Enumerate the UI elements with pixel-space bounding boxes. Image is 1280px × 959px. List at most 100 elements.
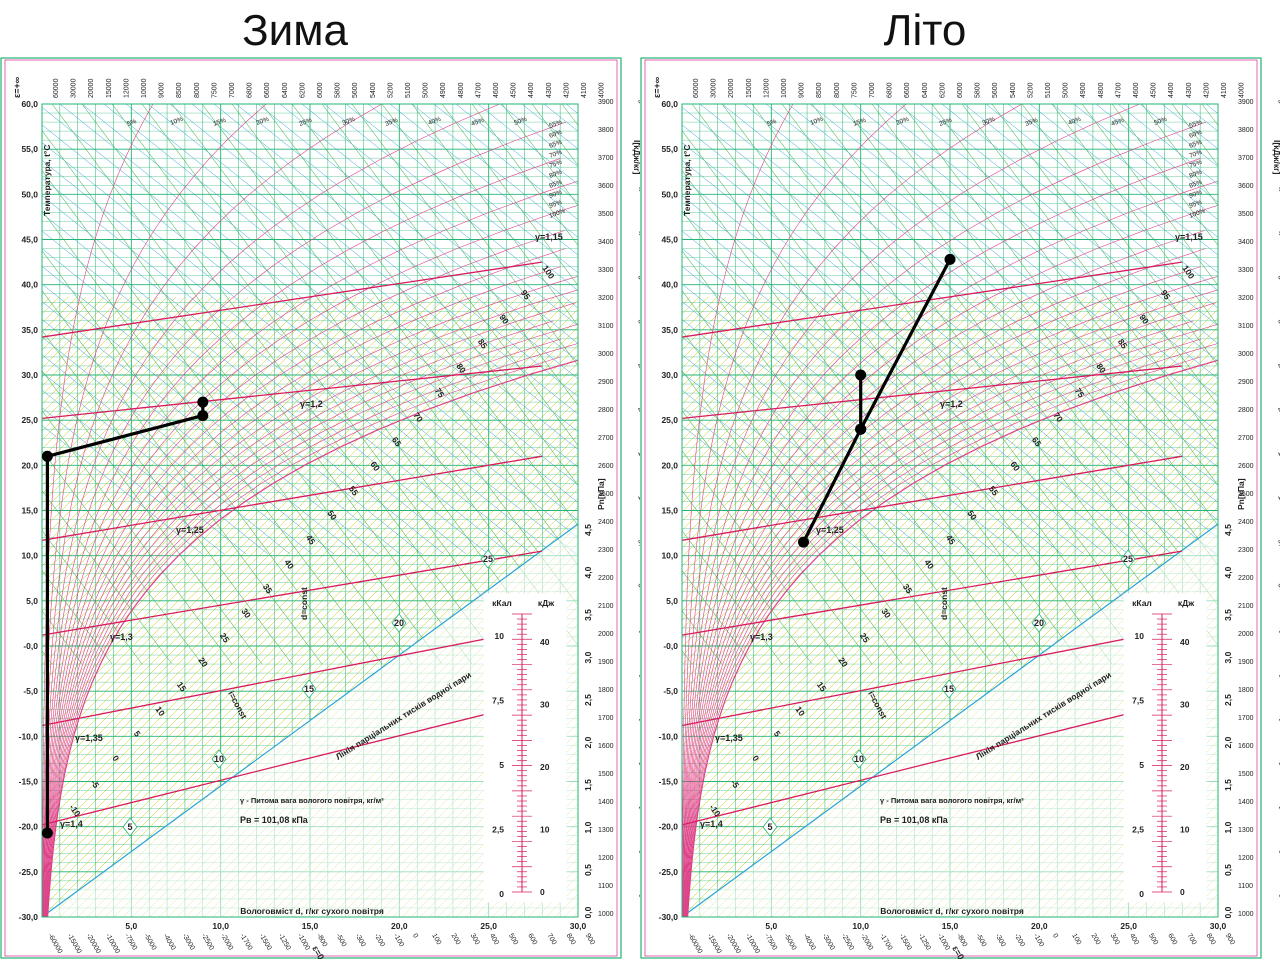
enthalpy-scale-tick: 0 [1276,582,1280,590]
epsilon-bottom-tick: 100 [430,933,442,947]
temperature-tick-label: 20,0 [661,460,678,470]
epsilon-bottom-label: ε=0 [310,944,326,959]
enthalpy-diag-label: 35 [261,582,275,596]
enthalpy-line [471,104,578,246]
rh-label: 25% [298,117,313,128]
epsilon-top-tick: 7000 [229,82,236,98]
scale-kj-label: 0 [540,887,545,897]
epsilon-right-tick: 2200 [598,575,614,582]
epsilon-top-tick: 20000 [88,78,95,98]
moisture-tick-label: 25,0 [1120,921,1137,931]
hatch-line [682,296,808,423]
hatch-line [42,296,204,459]
gamma-label: γ=1,4 [60,819,83,829]
epsilon-right-tick: 1500 [598,771,614,778]
hatch-line [42,296,438,693]
epsilon-bottom-tick: -300 [353,933,366,949]
temperature-tick-label: -0,0 [23,641,38,651]
chart-title-summer: Літо [883,6,967,55]
epsilon-bottom-tick: -4000 [161,933,176,952]
scale-kj-label: 10 [540,825,550,835]
temperature-tick-label: -5,0 [663,686,678,696]
process-point [855,369,867,381]
hatch-line [682,296,907,522]
hatch-line [42,296,276,531]
epsilon-right-tick: 3000 [1238,351,1254,358]
cyan-line [682,159,1173,555]
epsilon-top-tick: 5400 [370,82,377,98]
epsilon-top-tick: 5800 [975,82,982,98]
enthalpy-line [0,104,22,664]
hatch-line [682,296,889,504]
hatch-line [682,296,1204,819]
temperature-tick-label: 25,0 [21,415,38,425]
hatch-line [42,296,402,657]
rh-label: 80% [548,169,563,180]
rh-curve [684,230,1205,917]
rh-curve [687,356,1201,917]
pressure-tick-label: 2,5 [1223,694,1233,706]
epsilon-top-tick: 5800 [335,82,342,98]
epsilon-bottom-tick: 700 [545,933,557,947]
epsilon-bottom-tick: -5000 [142,933,157,952]
rh-curve [682,104,1022,917]
rh-label: 75% [548,159,563,170]
epsilon-right-tick: 1500 [1238,771,1254,778]
epsilon-top-tick: 6000 [957,82,964,98]
diamond-label: 25 [483,554,493,564]
rh-curve [685,275,1218,917]
cyan-line [42,372,269,555]
temperature-tick-label: -15,0 [659,777,679,787]
hatch-line [682,296,853,468]
hatch-line [682,296,835,450]
enthalpy-scale-tick: -25 [636,802,640,816]
cyan-line [367,104,578,274]
rh-curve [682,104,907,917]
rh-label: 40% [427,116,442,127]
epsilon-right-tick: 3800 [598,127,614,134]
epsilon-bottom-tick: 200 [1089,933,1101,947]
epsilon-top-label: ε=+∞ [12,76,22,98]
enthalpy-line [381,104,578,366]
hatch-line [640,297,654,917]
moisture-axis-label: Вологовміст d, г/кг сухого повітря [240,906,384,916]
enthalpy-diag-label: 35 [901,582,915,596]
gamma-line [42,550,543,636]
epsilon-bottom-tick: -60000 [46,933,63,955]
diamond-marker [391,613,407,633]
rh-curve [46,343,578,917]
rh-label: 25% [938,117,953,128]
cyan-line [682,372,909,555]
hatch-line [42,335,578,873]
epsilon-bottom-tick: -1250 [917,933,932,952]
epsilon-top-tick: 4300 [1186,82,1193,98]
enthalpy-diag-label: 10 [153,704,167,718]
epsilon-top-tick: 6800 [247,82,254,98]
enthalpy-scale-tick: -40 [636,934,640,948]
hatch-line [42,296,339,594]
process-point [197,396,209,408]
enthalpy-scale-tick: -5 [1276,626,1280,636]
hatch-line [682,296,844,459]
epsilon-bottom-tick: -7500 [763,933,778,952]
enthalpy-diag-label: 5 [772,729,783,739]
hatch-line [682,296,790,405]
cyan-line [875,104,1218,380]
hatch-line [1249,297,1280,917]
epsilon-bottom-tick: -15000 [705,933,722,955]
enthalpy-diag-label: 0 [110,753,121,763]
scale-kj-label: 0 [1180,887,1185,897]
enthalpy-axis-label: I[кДж/кг] [632,140,640,175]
diamond-label: 15 [304,684,314,694]
epsilon-right-tick: 3700 [1238,155,1254,162]
cyan-line [682,248,1063,555]
enthalpy-scale-tick: -20 [1276,758,1280,772]
cyan-line [345,104,578,291]
hatch-line [1267,297,1280,917]
gamma-note: γ - Питома вага вологого повітря, кг/м³ [240,796,384,805]
epsilon-bottom-tick: 200 [449,933,461,947]
pressure-tick-label: 2,0 [1223,736,1233,748]
epsilon-top-tick: 4800 [458,82,465,98]
pressure-note: Pв = 101,08 кПа [880,815,949,825]
enthalpy-scale-tick: 55,0 [1276,98,1280,116]
